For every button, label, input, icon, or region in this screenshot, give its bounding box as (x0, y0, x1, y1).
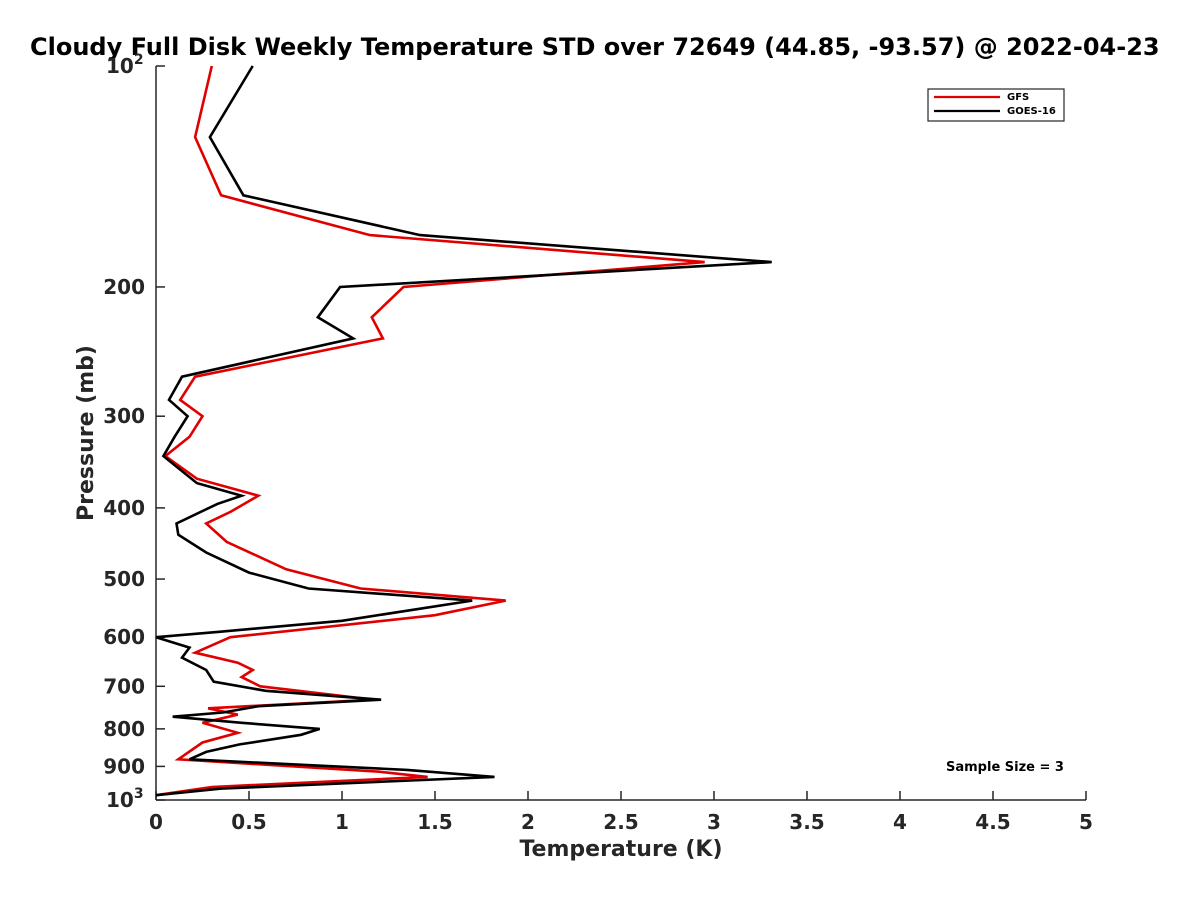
x-tick-label: 2 (521, 810, 535, 834)
x-tick-label: 3 (707, 810, 721, 834)
series-line-gfs (155, 65, 705, 797)
y-tick-label: 103 (106, 786, 144, 812)
x-ticks: 0 0.5 1 1.5 2 2.5 3 3.5 4 4.5 5 (149, 791, 1093, 834)
y-tick-label: 102 (106, 52, 144, 78)
y-tick-label: 600 (103, 625, 145, 649)
series-group (155, 65, 772, 797)
x-tick-label: 1 (335, 810, 349, 834)
x-tick-label: 5 (1079, 810, 1093, 834)
y-ticks: 102 200 300 400 500 600 700 800 900 103 (103, 52, 165, 812)
x-tick-label: 2.5 (603, 810, 638, 834)
chart-title: Cloudy Full Disk Weekly Temperature STD … (30, 33, 1160, 61)
x-tick-label: 0.5 (231, 810, 266, 834)
legend-label-goes16: GOES-16 (1007, 106, 1056, 117)
y-tick-label: 800 (103, 717, 145, 741)
y-axis-label: Pressure (mb) (74, 345, 99, 521)
y-tick-label: 700 (103, 674, 145, 698)
y-tick-label: 200 (103, 275, 145, 299)
x-tick-label: 0 (149, 810, 163, 834)
y-tick-label: 300 (103, 404, 145, 428)
sample-size-annotation: Sample Size = 3 (946, 760, 1064, 775)
y-tick-label: 500 (103, 567, 145, 591)
legend-box (927, 88, 1065, 122)
y-tick-label: 400 (103, 496, 145, 520)
legend: GFS GOES-16 (927, 88, 1065, 122)
y-tick-label: 900 (103, 754, 145, 778)
x-tick-label: 3.5 (789, 810, 824, 834)
series-line-goes-16 (155, 65, 772, 797)
x-axis-label: Temperature (K) (519, 837, 722, 862)
x-tick-label: 4 (893, 810, 907, 834)
x-tick-label: 1.5 (417, 810, 452, 834)
legend-label-gfs: GFS (1007, 92, 1029, 103)
x-tick-label: 4.5 (975, 810, 1010, 834)
